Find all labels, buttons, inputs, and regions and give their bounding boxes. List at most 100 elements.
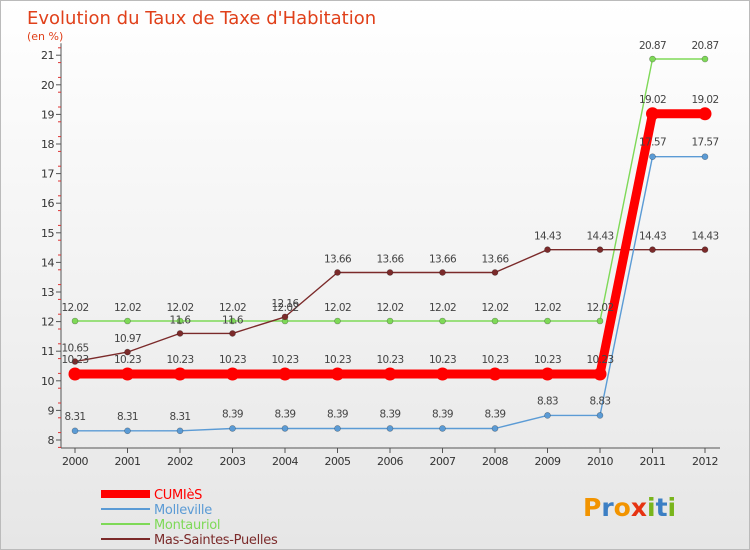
data-label: 8.31 <box>65 411 86 423</box>
data-point <box>386 269 394 276</box>
data-label: 10.23 <box>166 354 193 366</box>
data-label: 13.66 <box>429 253 457 265</box>
data-point <box>71 358 79 365</box>
brand-logo-letter: o <box>614 493 631 522</box>
y-tick-label: 21 <box>41 49 54 62</box>
data-label: 13.66 <box>376 253 404 265</box>
data-point <box>121 367 134 381</box>
data-point <box>698 107 712 121</box>
x-tick-label: 2012 <box>692 455 718 468</box>
data-label: 8.83 <box>590 395 611 407</box>
data-point <box>229 330 236 337</box>
data-label: 12.02 <box>324 302 351 314</box>
data-label: 10.65 <box>61 343 88 355</box>
data-point <box>701 153 709 161</box>
data-point <box>386 317 394 325</box>
data-point <box>439 269 446 276</box>
data-label: 12.02 <box>481 302 508 314</box>
data-label: 17.57 <box>639 137 666 149</box>
data-point <box>173 367 187 381</box>
data-label: 11.6 <box>170 314 192 326</box>
data-label: 8.39 <box>485 408 506 420</box>
x-tick-label: 2002 <box>167 455 193 468</box>
data-label: 10.23 <box>586 354 613 366</box>
data-label: 10.23 <box>271 354 298 366</box>
data-point <box>701 246 709 253</box>
data-point <box>229 425 236 432</box>
legend-label-3: Mas-Saintes-Puelles <box>154 533 278 548</box>
data-point <box>334 317 341 325</box>
data-point <box>71 427 79 435</box>
data-point <box>68 367 82 381</box>
data-point <box>334 425 341 432</box>
y-tick-label: 19 <box>41 108 54 121</box>
data-point <box>386 425 394 432</box>
data-label: 14.43 <box>586 231 613 243</box>
data-point <box>541 367 554 381</box>
data-point <box>491 317 499 325</box>
data-point <box>439 425 446 432</box>
data-label: 8.39 <box>380 408 401 420</box>
x-tick-label: 2009 <box>535 455 561 468</box>
data-point <box>124 317 131 325</box>
brand-logo-letter: P <box>583 493 601 522</box>
data-point <box>281 313 289 321</box>
data-point <box>544 246 551 253</box>
y-tick-label: 12 <box>41 316 54 329</box>
y-tick-label: 18 <box>41 138 54 151</box>
x-tick-label: 2001 <box>115 455 141 468</box>
axes: 8 9 10 11 12 13 14 15 16 17 18 19 20 21 2000 2001 2002 20… <box>41 43 720 468</box>
data-point <box>383 367 397 381</box>
data-label: 14.43 <box>534 231 561 243</box>
data-label: 10.23 <box>219 354 246 366</box>
data-label: 10.23 <box>324 354 351 366</box>
data-label: 19.02 <box>639 94 666 106</box>
data-label: 13.66 <box>324 253 352 265</box>
brand-logo-letter: i <box>647 493 656 522</box>
legend-label-1: Molleville <box>154 503 212 518</box>
data-point <box>701 55 709 63</box>
x-tick-label: 2010 <box>587 455 613 468</box>
x-tick-label: 2011 <box>640 455 666 468</box>
chart-title: Evolution du Taux de Taxe d'Habitation <box>27 8 376 29</box>
data-label: 10.97 <box>114 333 141 345</box>
data-label: 8.39 <box>432 408 453 420</box>
data-label: 8.39 <box>327 408 348 420</box>
data-label: 8.31 <box>170 411 191 423</box>
data-label: 8.39 <box>222 408 243 420</box>
data-label: 10.23 <box>114 354 141 366</box>
x-tick-label: 2007 <box>430 455 456 468</box>
y-tick-label: 10 <box>41 375 54 388</box>
brand-logo-letter: x <box>631 493 647 522</box>
data-point <box>649 55 656 63</box>
y-tick-label: 11 <box>41 345 54 358</box>
data-label: 14.43 <box>691 231 718 243</box>
data-label: 12.02 <box>534 302 561 314</box>
data-point <box>334 269 341 276</box>
data-label: 17.57 <box>691 137 718 149</box>
y-tick-label: 15 <box>41 227 54 240</box>
data-point <box>649 246 656 253</box>
brand-logo: Proxiti <box>583 493 676 522</box>
data-point <box>176 317 184 325</box>
data-label: 12.02 <box>166 302 193 314</box>
data-label: 12.02 <box>219 302 246 314</box>
data-point <box>544 412 551 419</box>
x-tick-label: 2000 <box>62 455 88 468</box>
brand-logo-letter: r <box>601 493 614 522</box>
data-point <box>124 427 131 435</box>
brand-logo-text: Proxiti <box>583 493 676 522</box>
data-point <box>439 317 446 325</box>
data-label: 10.23 <box>534 354 561 366</box>
x-tick-label: 2004 <box>272 455 298 468</box>
data-label: 8.39 <box>275 408 296 420</box>
data-point <box>278 367 292 381</box>
data-point <box>544 317 551 325</box>
x-tick-label: 2006 <box>377 455 403 468</box>
data-point <box>176 427 184 435</box>
data-point <box>71 317 79 325</box>
legend-label-0: CUMIèS <box>154 488 202 503</box>
data-label: 12.02 <box>61 302 88 314</box>
